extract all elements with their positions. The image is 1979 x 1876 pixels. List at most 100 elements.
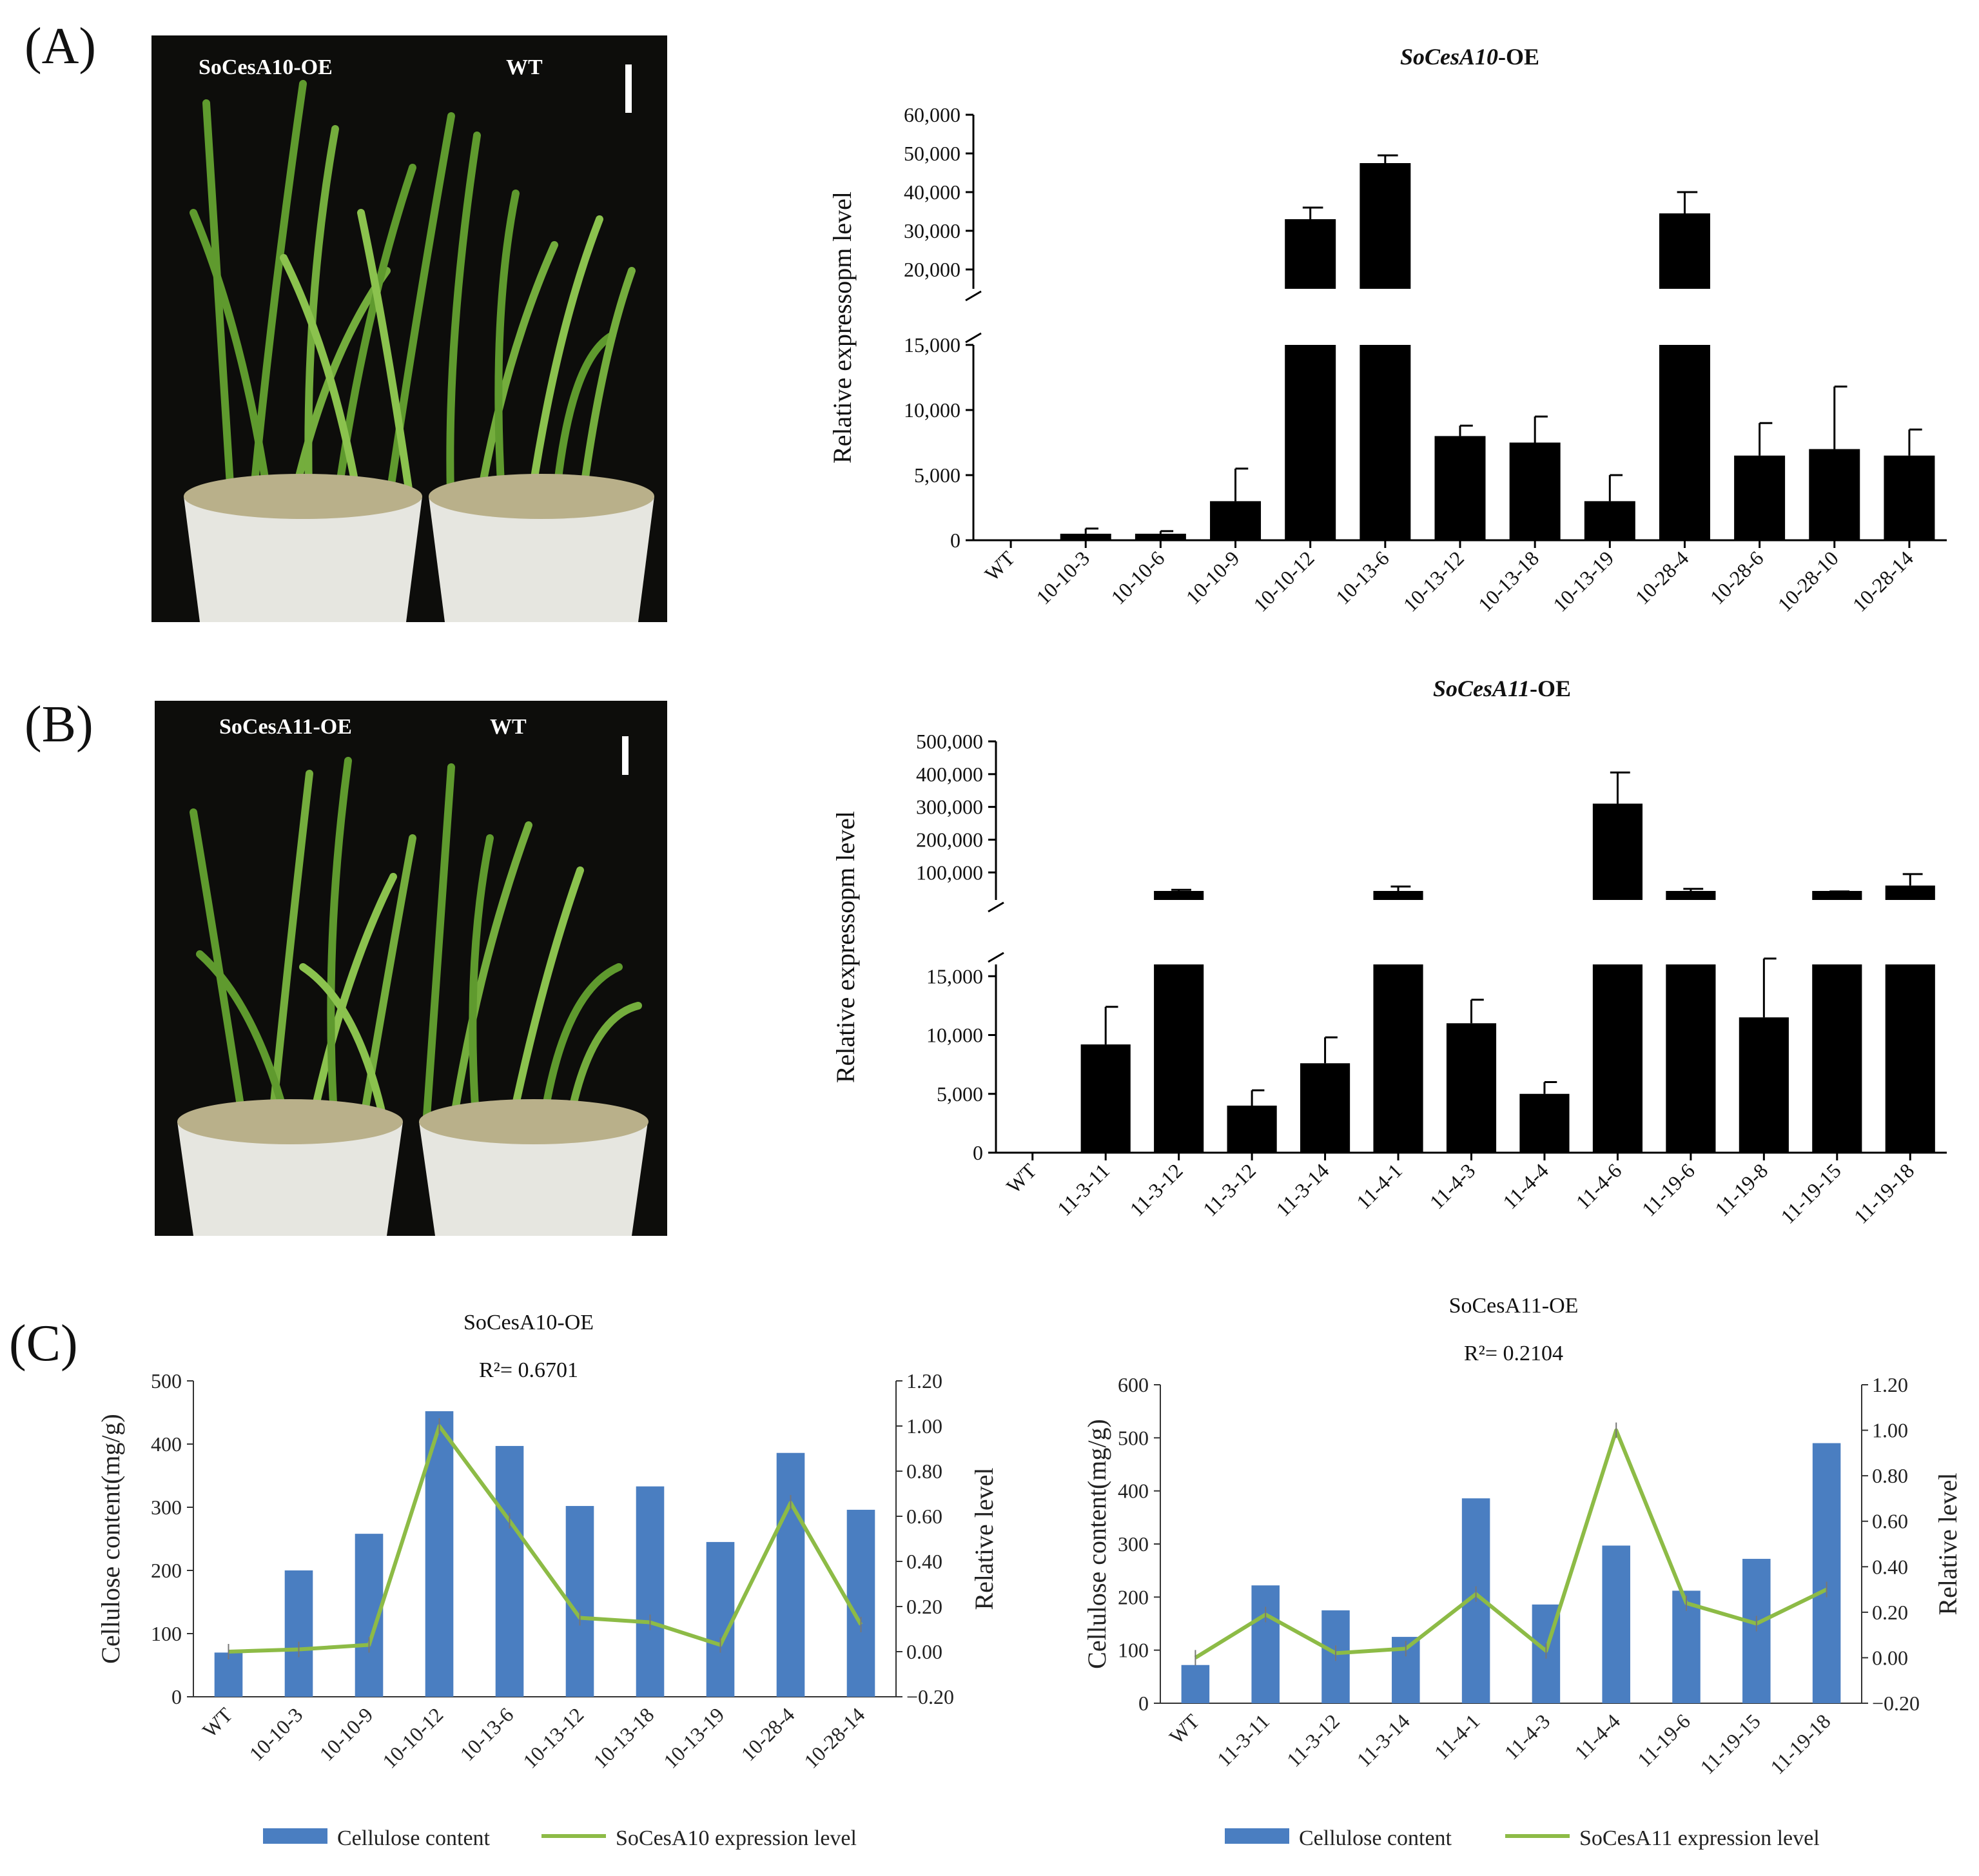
y-tick-label: 50,000	[904, 142, 960, 165]
bar	[1373, 964, 1423, 1153]
legend-line-label: SoCesA11 expression level	[1579, 1826, 1820, 1850]
photo-a-scale-bar	[625, 64, 632, 113]
x-tick-label: 10-10-9	[315, 1703, 377, 1765]
bar	[1812, 964, 1862, 1153]
bar	[284, 1570, 313, 1697]
y-tick-label: 100,000	[916, 861, 983, 884]
y-left-tick-label: 400	[151, 1432, 182, 1456]
photo-b: SoCesA11-OE WT	[155, 701, 667, 1236]
expression-line	[228, 1424, 863, 1654]
bar	[1285, 345, 1336, 540]
y-axis-left-label: Cellulose content(mg/g)	[1082, 1419, 1111, 1669]
x-tick-label: 11-4-1	[1430, 1709, 1485, 1764]
axis-break-mark	[988, 901, 1004, 913]
photo-a-right-label: WT	[506, 55, 543, 79]
photo-b-left-label: SoCesA11-OE	[219, 715, 352, 739]
chart-title: SoCesA10-OE	[1400, 44, 1539, 70]
r-squared-label: R²= 0.2104	[1464, 1342, 1563, 1365]
y-right-tick-label: 0.00	[906, 1640, 942, 1663]
x-tick-label: 11-3-12	[1282, 1709, 1344, 1771]
bar-upper	[1360, 163, 1411, 289]
bar	[1360, 345, 1411, 540]
y-tick-label: 30,000	[904, 219, 960, 242]
y-left-tick-label: 500	[1118, 1426, 1149, 1449]
bar	[1884, 455, 1935, 540]
legend-bar-swatch	[1225, 1828, 1289, 1844]
bar	[1812, 1443, 1841, 1703]
y-tick-label: 0	[950, 529, 960, 552]
y-left-tick-label: 0	[171, 1685, 182, 1708]
bar	[1659, 345, 1710, 540]
x-tick-label: WT	[1002, 1158, 1041, 1198]
x-tick-label: 10-13-18	[589, 1703, 658, 1772]
expression-line	[1194, 1428, 1828, 1659]
x-tick-label: 11-3-14	[1271, 1158, 1333, 1220]
chart-title: SoCesA10-OE	[463, 1311, 594, 1334]
x-tick-label: 11-4-1	[1352, 1158, 1407, 1213]
photo-b-pot-left	[177, 1122, 403, 1236]
legend-bar-label: Cellulose content	[1299, 1826, 1452, 1850]
bar-upper	[1666, 891, 1716, 900]
y-right-tick-label: 0.40	[1872, 1555, 1908, 1578]
x-tick-label: 10-28-14	[1847, 546, 1917, 616]
bar	[1080, 1044, 1131, 1153]
bar	[1135, 533, 1186, 540]
x-tick-label: 10-13-6	[455, 1703, 518, 1765]
x-tick-label: 11-19-15	[1695, 1709, 1765, 1779]
y-tick-label: 0	[973, 1141, 983, 1164]
y-axis-right-label: Relative level	[970, 1467, 999, 1610]
y-right-tick-label: 0.20	[906, 1595, 942, 1618]
chart-title: SoCesA11-OE	[1449, 1294, 1579, 1318]
chart-c-right: SoCesA11-OE R²= 0.2104 0 100 200 300 400 500 600…	[1082, 1294, 1962, 1850]
y-tick-label: 400,000	[916, 763, 983, 786]
bar-upper	[1592, 803, 1643, 900]
photo-b-scale-bar	[622, 736, 629, 775]
y-tick-label: 10,000	[926, 1024, 983, 1047]
y-axis-left-label: Cellulose content(mg/g)	[96, 1414, 125, 1664]
bar	[1446, 1023, 1497, 1153]
y-left-tick-label: 300	[1118, 1532, 1149, 1556]
photo-a-pot-right	[429, 496, 654, 622]
photo-b-pot-right	[419, 1122, 648, 1236]
y-right-tick-label: 0.20	[1872, 1601, 1908, 1624]
y-axis-label: Relative expressopm level	[831, 811, 860, 1083]
x-tick-label: WT	[198, 1703, 237, 1742]
y-tick-label: 15,000	[904, 333, 960, 357]
x-tick-label: 11-19-6	[1637, 1158, 1699, 1220]
bar	[1434, 436, 1486, 540]
bar-upper	[1659, 213, 1710, 289]
x-tick-label: 11-3-12	[1198, 1158, 1260, 1220]
photo-a-soil-right	[429, 474, 654, 519]
bar-upper	[1812, 891, 1862, 900]
y-tick-label: 60,000	[904, 103, 960, 126]
x-tick-label: WT	[980, 546, 1019, 585]
y-left-tick-label: 500	[151, 1369, 182, 1392]
bar	[1666, 964, 1716, 1153]
photo-b-right-label: WT	[490, 715, 527, 739]
x-tick-label: 10-28-10	[1773, 546, 1842, 616]
x-tick-label: 10-13-19	[659, 1703, 728, 1772]
y-tick-label: 15,000	[926, 964, 983, 988]
bar	[1592, 964, 1643, 1153]
photo-a-plants	[190, 80, 636, 520]
y-right-tick-label: −0.20	[906, 1685, 954, 1708]
bar	[1210, 501, 1262, 540]
bar	[1251, 1585, 1280, 1703]
bar	[1154, 964, 1204, 1153]
y-right-tick-label: 0.00	[1872, 1646, 1908, 1669]
x-tick-label: 11-3-11	[1213, 1709, 1274, 1770]
bar	[1181, 1665, 1210, 1703]
bar	[1734, 455, 1786, 540]
y-tick-label: 200,000	[916, 828, 983, 851]
x-tick-label: 10-28-4	[736, 1703, 799, 1765]
x-tick-label: 10-10-3	[1031, 546, 1094, 609]
photo-a-soil-left	[184, 474, 422, 519]
photo-a-left-label: SoCesA10-OE	[199, 55, 333, 79]
bar	[1060, 533, 1111, 540]
y-axis-right-label: Relative level	[1933, 1472, 1962, 1615]
x-tick-label: 11-4-3	[1499, 1709, 1554, 1764]
chart-b: SoCesA11-OE 0 5,000 10,000 15,000 100,000 200,…	[831, 676, 1947, 1228]
x-tick-label: 10-13-18	[1474, 546, 1543, 616]
panel-b-label: (B)	[24, 696, 93, 753]
axis-break-mark	[965, 290, 982, 302]
